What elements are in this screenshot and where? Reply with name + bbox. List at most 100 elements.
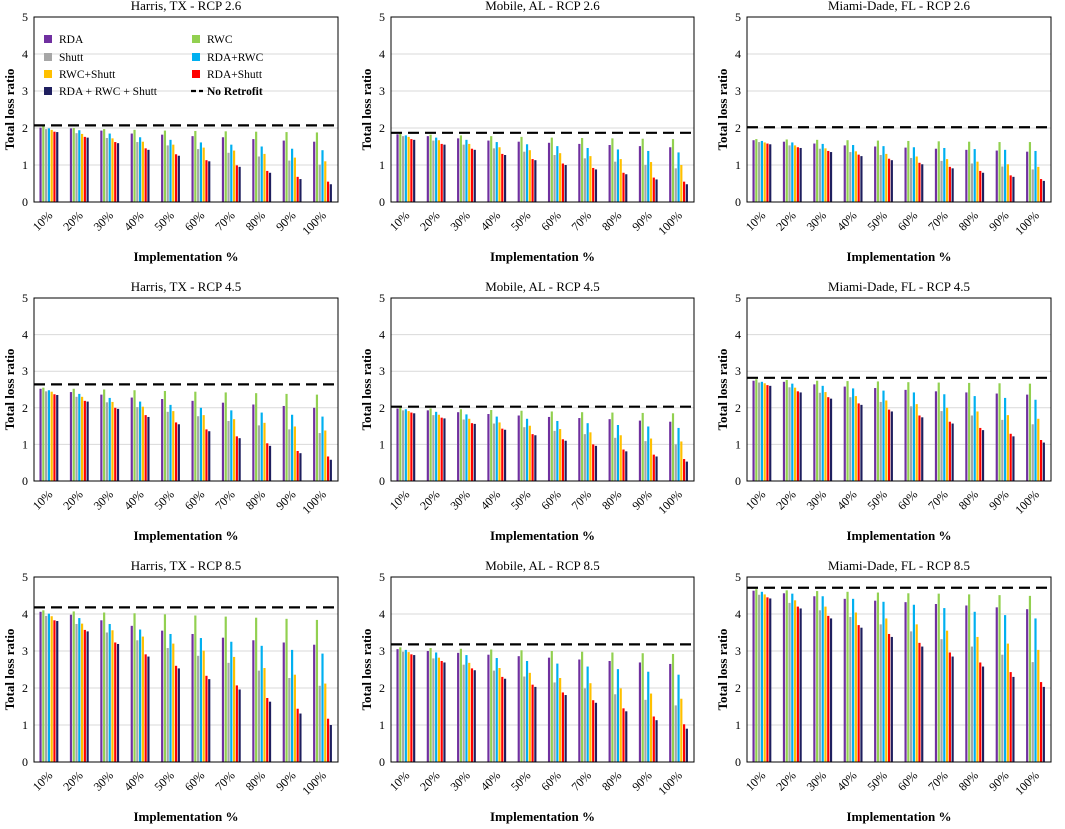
plot-frame (390, 576, 695, 763)
bar-rda-shutt (266, 443, 269, 481)
bar-rwc (520, 136, 523, 202)
x-tick-label: 60% (182, 487, 207, 512)
bar-shutt (492, 670, 496, 762)
y-axis-label: Total loss ratio (359, 629, 374, 711)
bar-rwc-shutt (915, 404, 918, 481)
bar-rda-rwc-shutt (116, 643, 120, 762)
bar-rda (487, 414, 490, 481)
bar-rwc (520, 410, 523, 481)
x-tick-label: 90% (273, 487, 298, 512)
bar-rda (904, 602, 907, 762)
bar-rda-shutt (501, 428, 504, 481)
bar-rwc-shutt (141, 141, 144, 202)
bar-rda-rwc-shutt (473, 670, 476, 762)
bar-rda-rwc (821, 385, 824, 481)
bar-rwc-shutt (80, 133, 84, 202)
bar-rda-rwc-shutt (799, 608, 802, 762)
bar-rda (752, 590, 755, 762)
bar-rwc-shutt (1006, 164, 1009, 202)
bar-rda-rwc (230, 641, 233, 762)
bar-rda-rwc (169, 633, 172, 762)
bar-rda-rwc-shutt (685, 461, 688, 481)
x-tick-label: 100% (299, 768, 329, 798)
bar-rda (130, 397, 133, 481)
bar-rwc-shutt (680, 698, 683, 762)
bar-rda-shutt (410, 139, 413, 202)
bar-rda (874, 600, 877, 762)
x-tick-label: 100% (1012, 487, 1042, 517)
bar-rwc-shutt (559, 678, 562, 762)
x-tick-label: 60% (895, 487, 920, 512)
bar-rda (547, 657, 551, 762)
x-tick-label: 60% (538, 208, 563, 233)
bar-rda-rwc-shutt (655, 720, 658, 762)
bar-rwc (490, 649, 493, 762)
x-axis-label: Implementation % (133, 528, 238, 543)
bar-rda-shutt (1009, 672, 1012, 762)
bar-rwc (755, 589, 758, 762)
y-tick-label: 3 (379, 84, 385, 98)
x-tick-label: 50% (151, 208, 176, 233)
bar-rda-rwc-shutt (1012, 676, 1015, 762)
x-tick-label: 60% (182, 208, 207, 233)
x-tick-label: 30% (804, 768, 829, 793)
bar-rda-rwc-shutt (564, 440, 567, 481)
x-tick-label: 20% (417, 208, 442, 233)
y-tick-label: 1 (379, 158, 385, 172)
bar-rwc (641, 653, 644, 762)
bar-rwc-shutt (1006, 415, 1009, 481)
bar-rda-rwc-shutt (890, 160, 893, 202)
bar-rda-rwc (199, 407, 202, 481)
bar-rda-rwc (616, 149, 620, 202)
bar-rda-rwc-shutt (268, 701, 272, 762)
x-tick-label: 60% (538, 768, 563, 793)
x-tick-label: 80% (243, 768, 268, 793)
bar-rwc-shutt (619, 159, 622, 202)
bar-rda-shutt (296, 708, 299, 762)
legend-label: RWC (207, 34, 233, 46)
bar-rda-rwc (912, 147, 915, 202)
bar-shutt (462, 419, 465, 481)
bar-rda-rwc (1034, 150, 1037, 202)
bar-shutt (644, 699, 647, 762)
y-tick-label: 1 (22, 437, 28, 451)
bar-rwc (968, 382, 971, 481)
bar-rda (904, 147, 907, 202)
bar-rda-shutt (887, 409, 891, 481)
y-tick-label: 2 (22, 681, 28, 695)
bar-rda-shutt (622, 449, 625, 481)
bar-rwc (315, 394, 319, 481)
y-axis-label: Total loss ratio (715, 69, 730, 151)
bar-rwc (103, 389, 106, 481)
bar-shutt (879, 401, 882, 481)
bar-rwc-shutt (111, 630, 114, 762)
bar-rwc-shutt (763, 142, 766, 202)
bar-shutt (849, 397, 852, 481)
bar-rda-shutt (683, 724, 686, 762)
bar-rda-rwc (677, 674, 680, 762)
bar-rda-rwc (435, 137, 438, 202)
bar-rda-shutt (266, 170, 269, 202)
bar-rda-rwc-shutt (951, 423, 954, 481)
x-tick-label: 100% (1012, 208, 1042, 238)
bar-rda (396, 408, 399, 481)
bar-rda-shutt (766, 597, 769, 762)
bar-rwc-shutt (232, 150, 236, 202)
bar-shutt (462, 144, 465, 202)
bar-rda-rwc (912, 392, 915, 481)
y-tick-label: 4 (735, 47, 741, 61)
bar-rwc (490, 136, 493, 202)
x-tick-label: 50% (864, 487, 889, 512)
bar-rda-rwc-shutt (413, 655, 416, 762)
bar-shutt (583, 434, 586, 481)
bar-rda-shutt (174, 422, 178, 481)
bar-rwc (399, 407, 402, 481)
y-axis-label: Total loss ratio (359, 69, 374, 151)
bar-shutt (614, 437, 617, 481)
bar-rda-rwc (973, 611, 976, 762)
bar-rda (843, 145, 846, 202)
x-tick-label: 70% (925, 768, 950, 793)
bar-rda (752, 380, 755, 481)
bar-rwc-shutt (854, 612, 857, 762)
bar-rda-rwc-shutt (299, 713, 302, 762)
